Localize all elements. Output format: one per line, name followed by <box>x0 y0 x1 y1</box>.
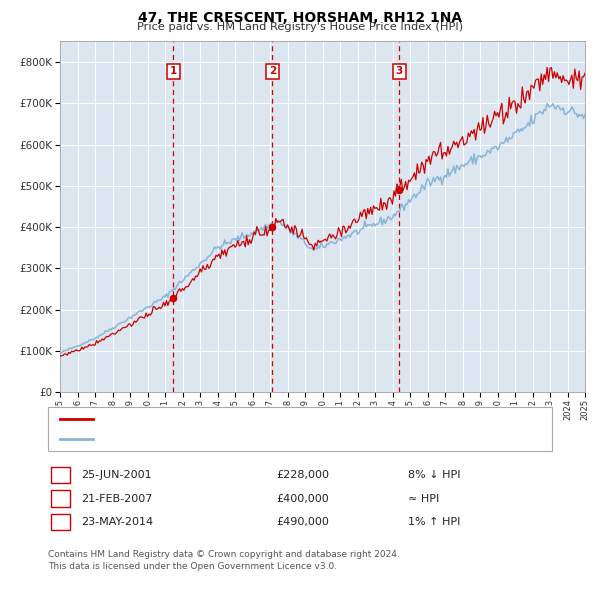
Text: 21-FEB-2007: 21-FEB-2007 <box>81 494 152 503</box>
Text: 2: 2 <box>269 66 276 76</box>
Text: HPI: Average price, detached house, Horsham: HPI: Average price, detached house, Hors… <box>99 434 328 444</box>
Text: 1: 1 <box>170 66 177 76</box>
Text: £400,000: £400,000 <box>276 494 329 503</box>
Text: ≈ HPI: ≈ HPI <box>408 494 439 503</box>
Text: 3: 3 <box>57 517 64 527</box>
Text: 1: 1 <box>57 470 64 480</box>
Text: 2: 2 <box>57 494 64 503</box>
Text: £228,000: £228,000 <box>276 470 329 480</box>
Text: £490,000: £490,000 <box>276 517 329 527</box>
Text: Contains HM Land Registry data © Crown copyright and database right 2024.: Contains HM Land Registry data © Crown c… <box>48 550 400 559</box>
Text: This data is licensed under the Open Government Licence v3.0.: This data is licensed under the Open Gov… <box>48 562 337 571</box>
Text: 23-MAY-2014: 23-MAY-2014 <box>81 517 153 527</box>
Text: 1% ↑ HPI: 1% ↑ HPI <box>408 517 460 527</box>
Text: 3: 3 <box>396 66 403 76</box>
Text: Price paid vs. HM Land Registry's House Price Index (HPI): Price paid vs. HM Land Registry's House … <box>137 22 463 32</box>
Text: 25-JUN-2001: 25-JUN-2001 <box>81 470 152 480</box>
Text: 47, THE CRESCENT, HORSHAM, RH12 1NA (detached house): 47, THE CRESCENT, HORSHAM, RH12 1NA (det… <box>99 415 400 424</box>
Text: 47, THE CRESCENT, HORSHAM, RH12 1NA: 47, THE CRESCENT, HORSHAM, RH12 1NA <box>138 11 462 25</box>
Text: 8% ↓ HPI: 8% ↓ HPI <box>408 470 461 480</box>
